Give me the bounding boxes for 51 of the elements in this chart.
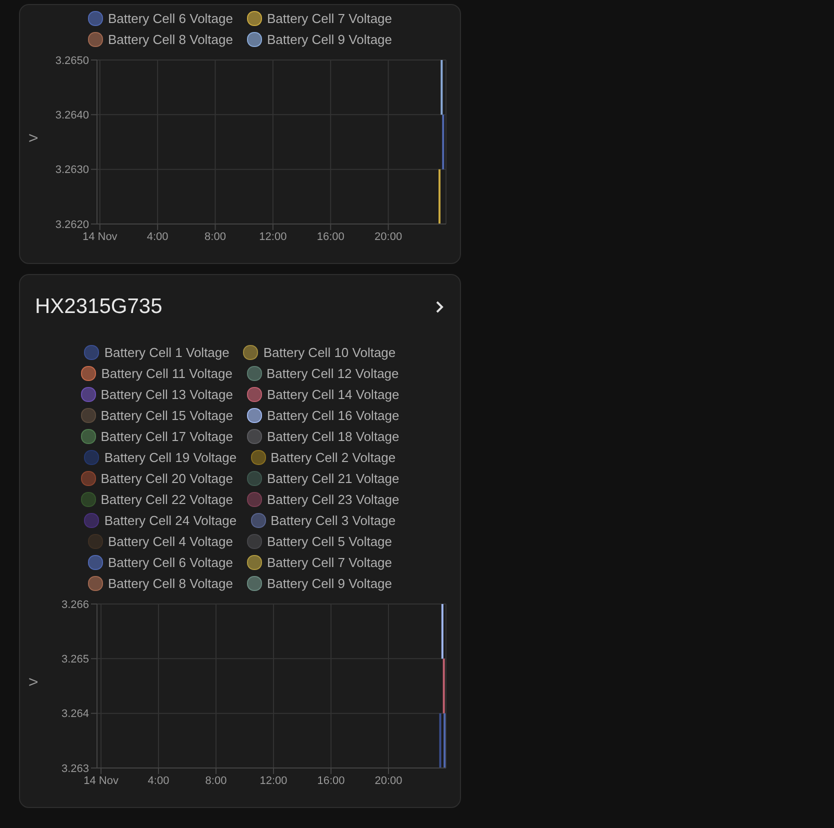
y-tick-label: 3.2630 [55, 164, 89, 176]
legend-label: Battery Cell 10 Voltage [262, 344, 396, 361]
y-tick-label: 3.2620 [55, 218, 89, 231]
x-tick-label: 12:00 [259, 230, 287, 243]
legend-label: Battery Cell 7 Voltage [266, 10, 392, 27]
y-tick-label: 3.266 [61, 598, 89, 611]
legend-label: Battery Cell 6 Voltage [106, 554, 233, 571]
y-tick-label: 3.265 [61, 654, 89, 666]
x-tick-label: 14 Nov [84, 774, 119, 787]
legend-label: Battery Cell 20 Voltage [100, 470, 233, 487]
x-tick-label: 12:00 [260, 774, 288, 787]
legend-label: Battery Cell 1 Voltage [103, 344, 230, 361]
x-tick-label: 4:00 [146, 230, 168, 243]
x-tick-label: 20:00 [374, 230, 402, 243]
legend-label: Battery Cell 19 Voltage [103, 448, 237, 466]
y-tick-label: 3.2640 [55, 110, 89, 122]
legend-label: Battery Cell 13 Voltage [100, 386, 233, 403]
legend-label: Battery Cell 4 Voltage [106, 532, 233, 550]
x-tick-label: 14 Nov [82, 230, 118, 243]
y-axis-title: V [26, 678, 40, 686]
legend-label: Battery Cell 21 Voltage [266, 470, 400, 487]
x-tick-label: 4:00 [148, 774, 170, 787]
x-tick-label: 16:00 [316, 230, 344, 243]
legend-label: Battery Cell 7 Voltage [266, 554, 392, 571]
legend-label: Battery Cell 9 Voltage [266, 30, 392, 48]
legend-label: Battery Cell 9 Voltage [266, 574, 392, 592]
legend-label: Battery Cell 12 Voltage [266, 364, 399, 382]
legend-label: Battery Cell 15 Voltage [100, 406, 233, 424]
legend-label: Battery Cell 11 Voltage [100, 364, 233, 382]
legend-label: Battery Cell 23 Voltage [266, 490, 400, 508]
legend-label: Battery Cell 2 Voltage [270, 448, 396, 466]
legend-label: Battery Cell 24 Voltage [103, 512, 237, 529]
x-tick-label: 16:00 [317, 774, 345, 787]
legend-label: Battery Cell 5 Voltage [266, 532, 392, 550]
y-tick-label: 3.264 [61, 708, 89, 720]
y-tick-label: 3.263 [61, 762, 89, 775]
x-tick-label: 8:00 [204, 230, 226, 243]
chart-title: HX2315G735 [35, 295, 162, 319]
legend-label: Battery Cell 18 Voltage [266, 428, 400, 445]
y-axis-title: V [26, 134, 40, 142]
legend-label: Battery Cell 22 Voltage [100, 490, 233, 508]
x-tick-label: 20:00 [374, 774, 402, 787]
x-tick-label: 8:00 [205, 774, 227, 787]
legend-label: Battery Cell 8 Voltage [106, 30, 233, 48]
legend-label: Battery Cell 16 Voltage [266, 406, 400, 424]
y-tick-label: 3.2650 [55, 54, 89, 67]
legend-label: Battery Cell 3 Voltage [270, 512, 396, 529]
legend-label: Battery Cell 6 Voltage [106, 10, 233, 27]
legend-label: Battery Cell 17 Voltage [100, 428, 233, 445]
legend-label: Battery Cell 14 Voltage [266, 386, 400, 403]
legend-label: Battery Cell 8 Voltage [106, 574, 233, 592]
